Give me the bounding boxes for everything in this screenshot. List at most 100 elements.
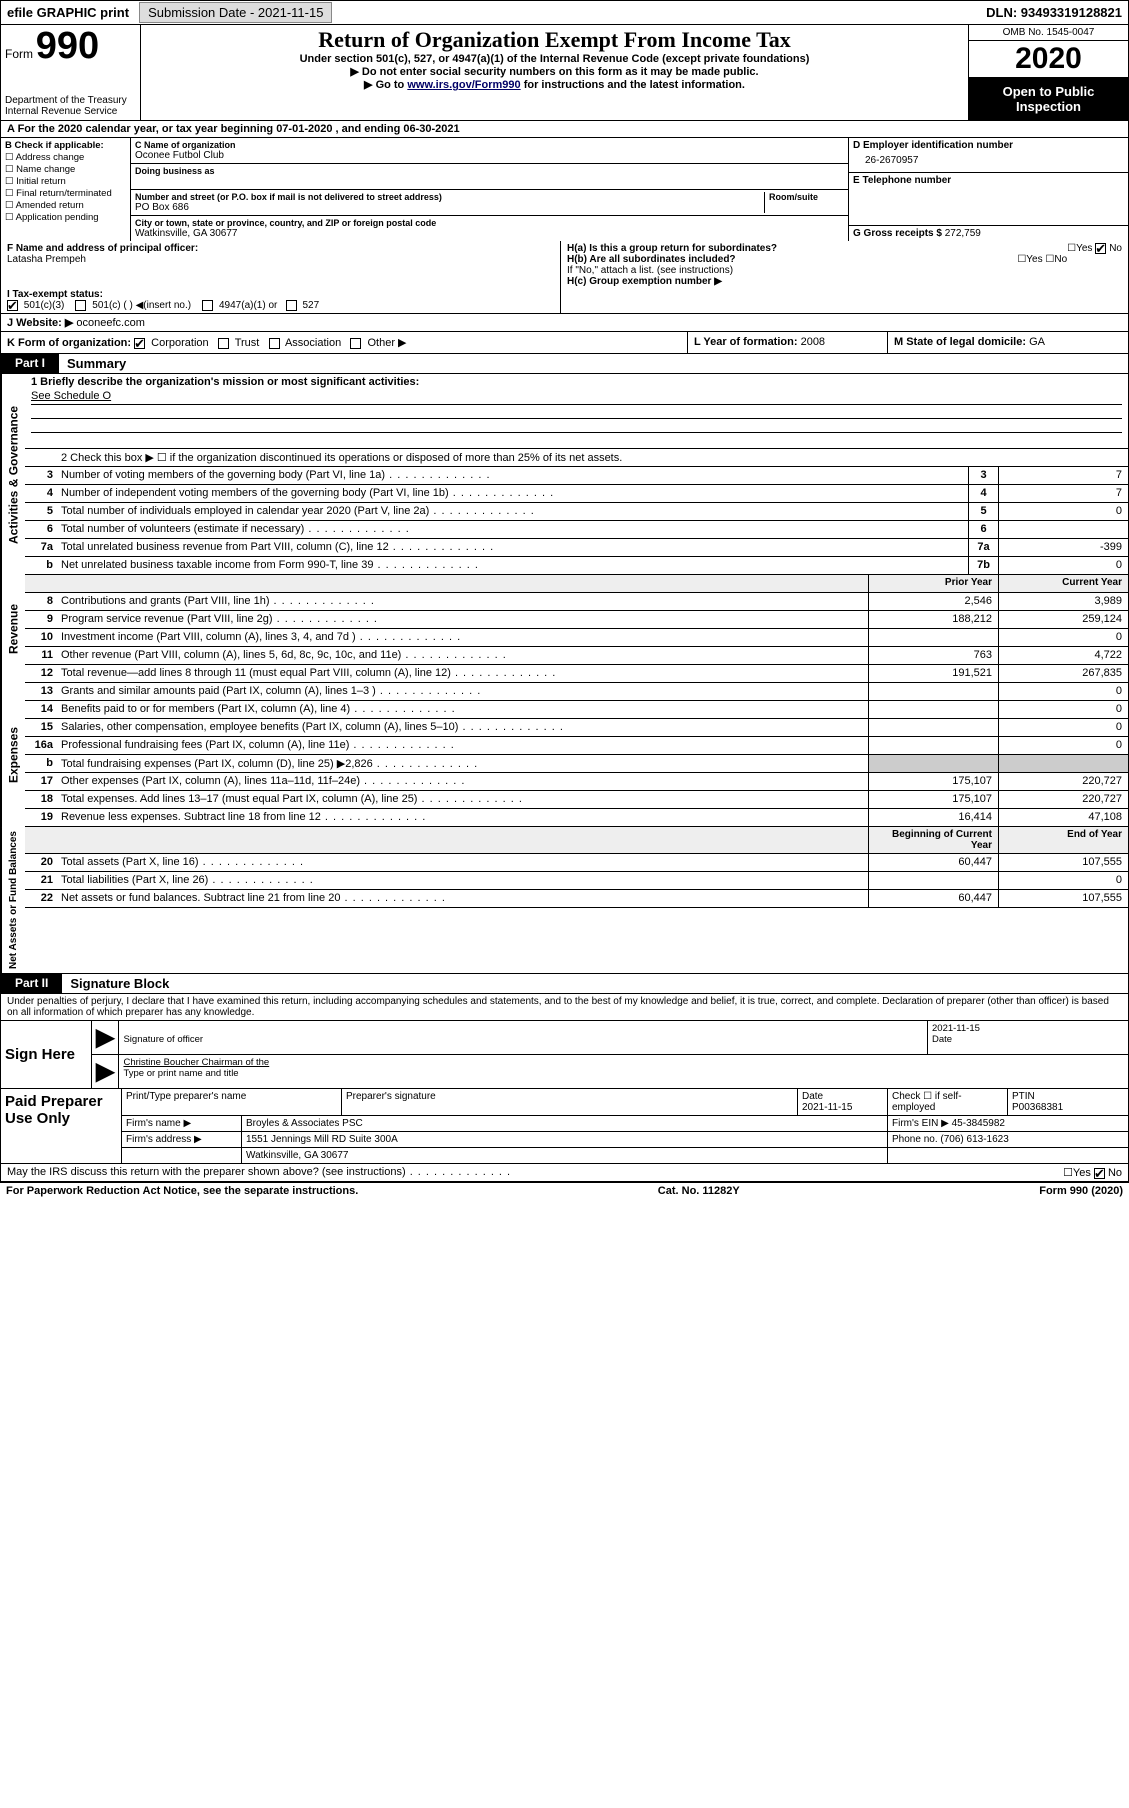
firm-ein: 45-3845982 — [952, 1118, 1005, 1129]
k-label: K Form of organization: — [7, 337, 131, 349]
officer-name: Latasha Prempeh — [7, 254, 86, 265]
open-public-badge: Open to Public Inspection — [969, 78, 1128, 120]
form-title: Return of Organization Exempt From Incom… — [147, 27, 962, 53]
officer-print-name: Christine Boucher Chairman of the — [123, 1057, 269, 1068]
addr-label: Number and street (or P.O. box if mail i… — [135, 192, 764, 202]
gross-label: G Gross receipts $ — [853, 228, 942, 239]
line-desc: Program service revenue (Part VIII, line… — [57, 611, 868, 628]
omb-number: OMB No. 1545-0047 — [969, 25, 1128, 41]
firm-addr-label: Firm's address ▶ — [122, 1132, 242, 1147]
chk-address[interactable]: ☐ Address change — [5, 152, 126, 163]
footer-right: Form 990 (2020) — [1039, 1185, 1123, 1197]
part2-tab: Part II — [1, 974, 62, 993]
line-desc: Grants and similar amounts paid (Part IX… — [57, 683, 868, 700]
ssn-note: ▶ Do not enter social security numbers o… — [147, 65, 962, 78]
firm-phone: (706) 613-1623 — [940, 1134, 1008, 1145]
line-desc: Net assets or fund balances. Subtract li… — [57, 890, 868, 907]
form990-link[interactable]: www.irs.gov/Form990 — [407, 79, 520, 91]
chk-4947[interactable] — [202, 300, 213, 311]
chk-amended[interactable]: ☐ Amended return — [5, 200, 126, 211]
sig-officer-label: Signature of officer — [123, 1034, 203, 1045]
dept-label: Department of the Treasury — [5, 95, 136, 106]
chk-pending[interactable]: ☐ Application pending — [5, 212, 126, 223]
hc-label: H(c) Group exemption number ▶ — [567, 276, 1122, 287]
line-desc: Benefits paid to or for members (Part IX… — [57, 701, 868, 718]
print-name-label: Type or print name and title — [123, 1068, 238, 1079]
line-desc: Total fundraising expenses (Part IX, col… — [57, 755, 868, 772]
city-label: City or town, state or province, country… — [135, 218, 844, 228]
hdr-end: End of Year — [998, 827, 1128, 853]
box-b-header: B Check if applicable: — [5, 140, 126, 151]
box-b: B Check if applicable: ☐ Address change … — [1, 138, 131, 241]
dba-label: Doing business as — [135, 166, 844, 176]
line-desc: Total revenue—add lines 8 through 11 (mu… — [57, 665, 868, 682]
hb-note: If "No," attach a list. (see instruction… — [567, 265, 1122, 276]
line-desc: Total expenses. Add lines 13–17 (must eq… — [57, 791, 868, 808]
chk-527[interactable] — [286, 300, 297, 311]
discuss-no[interactable] — [1094, 1168, 1105, 1179]
ptin-hdr: PTIN — [1012, 1091, 1035, 1102]
line-desc: Number of voting members of the governin… — [57, 467, 968, 484]
mission-label: 1 Briefly describe the organization's mi… — [31, 376, 1122, 388]
line-desc: Total assets (Part X, line 16) — [57, 854, 868, 871]
org-name-label: C Name of organization — [135, 140, 844, 150]
line-desc: Total number of individuals employed in … — [57, 503, 968, 520]
org-name: Oconee Futbol Club — [135, 150, 844, 161]
vlabel-exp: Expenses — [1, 683, 25, 827]
room-label: Room/suite — [769, 192, 844, 202]
city-value: Watkinsville, GA 30677 — [135, 228, 844, 239]
firm-name: Broyles & Associates PSC — [242, 1116, 888, 1131]
revenue-table: Revenue Prior Year Current Year 8Contrib… — [0, 575, 1129, 683]
chk-trust[interactable] — [218, 338, 229, 349]
chk-other[interactable] — [350, 338, 361, 349]
chk-assoc[interactable] — [269, 338, 280, 349]
website-value: oconeefc.com — [76, 317, 144, 329]
discuss-text: May the IRS discuss this return with the… — [7, 1166, 511, 1179]
l-value: 2008 — [801, 336, 825, 348]
hdr-begin: Beginning of Current Year — [868, 827, 998, 853]
line-desc: Other expenses (Part IX, column (A), lin… — [57, 773, 868, 790]
hdr-prior: Prior Year — [868, 575, 998, 592]
hb-label: H(b) Are all subordinates included? — [567, 254, 736, 265]
irs-label: Internal Revenue Service — [5, 106, 136, 117]
form-header: Form 990 Department of the Treasury Inte… — [0, 25, 1129, 121]
prep-sig-hdr: Preparer's signature — [342, 1089, 798, 1115]
ptin-val: P00368381 — [1012, 1102, 1063, 1113]
summary-table: Activities & Governance 1 Briefly descri… — [0, 374, 1129, 575]
box-d-e-g: D Employer identification number 26-2670… — [848, 138, 1128, 241]
top-bar: efile GRAPHIC print Submission Date - 20… — [0, 0, 1129, 25]
tax-status-label: I Tax-exempt status: — [7, 289, 103, 300]
line-desc: Professional fundraising fees (Part IX, … — [57, 737, 868, 754]
firm-ein-label: Firm's EIN ▶ — [892, 1118, 949, 1129]
part1-header: Part I Summary — [0, 354, 1129, 374]
chk-501c3[interactable] — [7, 300, 18, 311]
form-word: Form — [5, 47, 33, 61]
netassets-table: Net Assets or Fund Balances Beginning of… — [0, 827, 1129, 974]
prep-selfemp: Check ☐ if self-employed — [888, 1089, 1008, 1115]
efile-label: efile GRAPHIC print — [1, 3, 135, 22]
firm-addr2: Watkinsville, GA 30677 — [242, 1148, 888, 1163]
chk-corp[interactable] — [134, 338, 145, 349]
ein-value: 26-2670957 — [853, 151, 1124, 170]
part2-title: Signature Block — [62, 974, 177, 993]
l-label: L Year of formation: — [694, 336, 798, 348]
vlabel-gov: Activities & Governance — [1, 374, 25, 575]
part1-tab: Part I — [1, 354, 59, 373]
header-right: OMB No. 1545-0047 2020 Open to Public In… — [968, 25, 1128, 120]
row-f-h: F Name and address of principal officer:… — [0, 241, 1129, 314]
ha-no[interactable] — [1095, 243, 1106, 254]
submission-date-button[interactable]: Submission Date - 2021-11-15 — [139, 2, 332, 23]
chk-name[interactable]: ☐ Name change — [5, 164, 126, 175]
line-desc: Investment income (Part VIII, column (A)… — [57, 629, 868, 646]
firm-name-label: Firm's name ▶ — [122, 1116, 242, 1131]
chk-initial[interactable]: ☐ Initial return — [5, 176, 126, 187]
chk-501c[interactable] — [75, 300, 86, 311]
chk-final[interactable]: ☐ Final return/terminated — [5, 188, 126, 199]
header-left: Form 990 Department of the Treasury Inte… — [1, 25, 141, 120]
phone-label: E Telephone number — [853, 175, 1124, 186]
sig-date-label: Date — [932, 1034, 952, 1045]
line-desc: Net unrelated business taxable income fr… — [57, 557, 968, 574]
gross-value: 272,759 — [945, 228, 981, 239]
expenses-table: Expenses 13Grants and similar amounts pa… — [0, 683, 1129, 827]
hdr-current: Current Year — [998, 575, 1128, 592]
